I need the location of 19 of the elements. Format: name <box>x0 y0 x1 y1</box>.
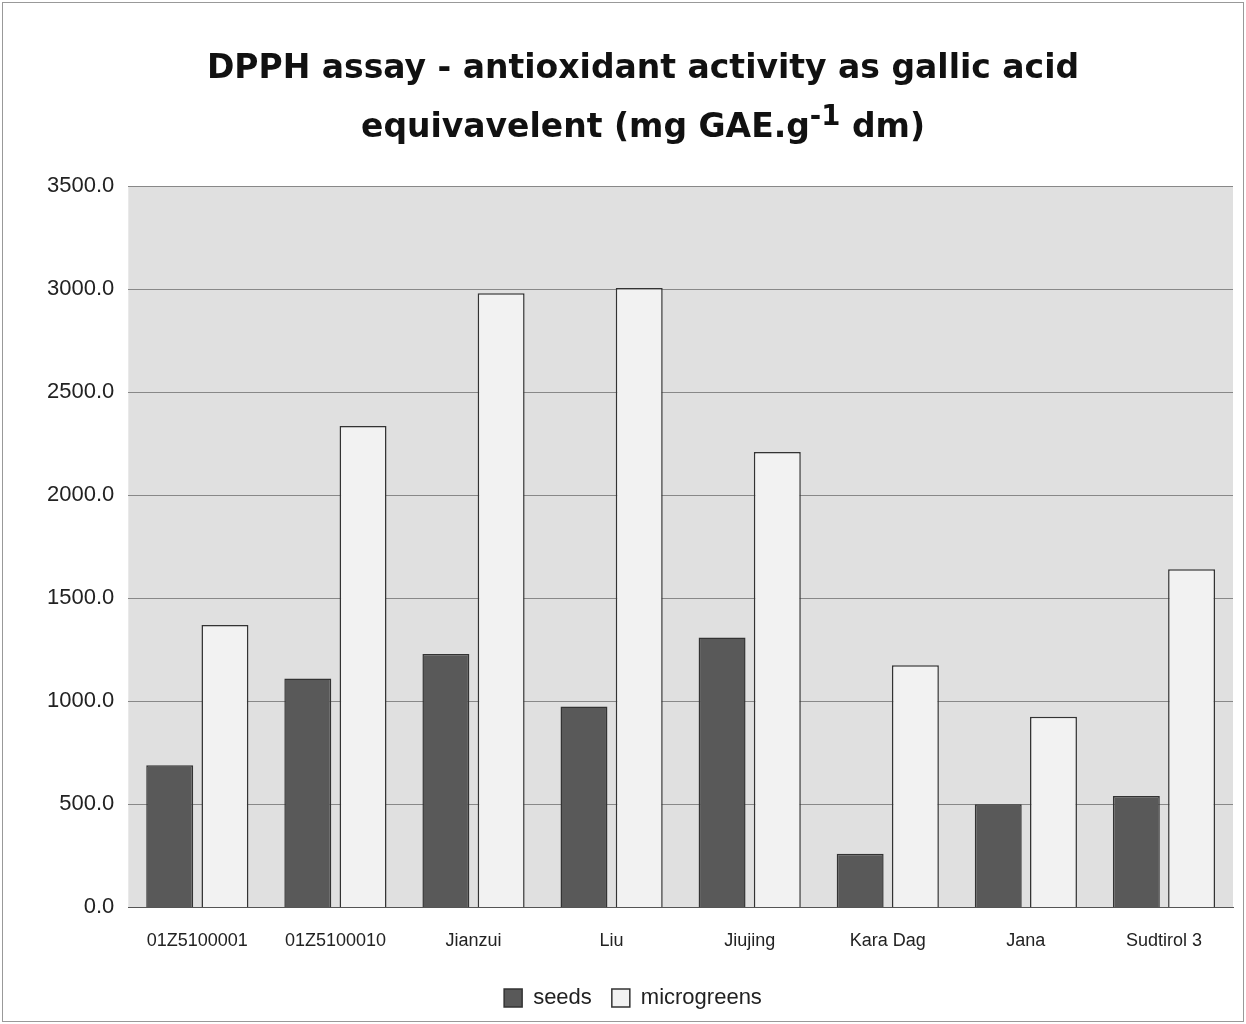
x-tick-label: 01Z5100001 <box>146 930 248 951</box>
y-tick-label: 1500.0 <box>46 584 115 610</box>
y-tick-label: 500.0 <box>59 790 115 816</box>
chart-title: DPPH assay - antioxidant activity as gallic acid equivavelent (mg GAE.g$^{-1}$ dm) <box>205 46 1081 147</box>
x-tick-label: Jana <box>1006 930 1047 951</box>
y-tick-label: 2500.0 <box>46 378 115 404</box>
y-tick-label: 2000.0 <box>46 481 115 507</box>
legend-label: microgreens <box>640 984 762 1010</box>
y-tick-label: 0.0 <box>83 893 115 919</box>
x-tick-label: Jiujing <box>724 930 776 951</box>
x-tick-label: 01Z5100010 <box>284 930 386 951</box>
x-tick-label: Liu <box>599 930 624 951</box>
y-tick-label: 1000.0 <box>46 687 115 713</box>
x-tick-label: Kara Dag <box>849 930 926 951</box>
x-tick-label: Jianzui <box>445 930 502 951</box>
y-tick-label: 3000.0 <box>46 275 115 301</box>
y-tick-label: 3500.0 <box>46 172 115 198</box>
x-tick-label: Sudtirol 3 <box>1125 930 1202 951</box>
legend-label: seeds <box>533 984 592 1010</box>
